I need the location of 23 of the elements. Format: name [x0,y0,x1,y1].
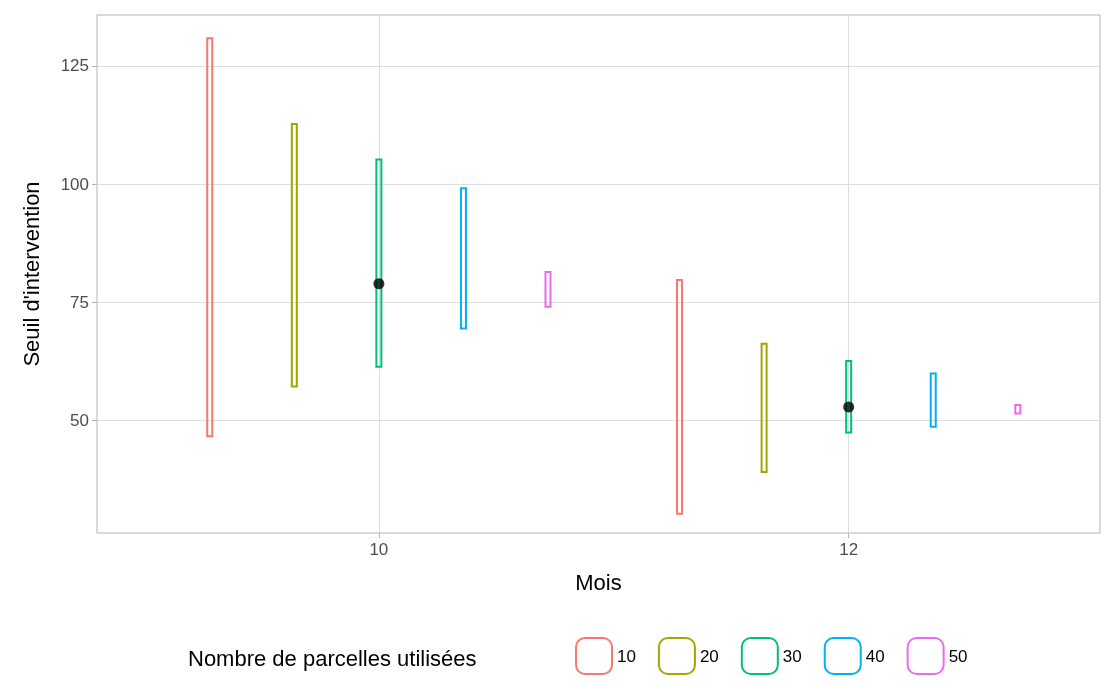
legend-title: Nombre de parcelles utilisées [188,645,477,671]
x-axis-title: Mois [575,569,622,595]
bar [290,123,298,388]
x-tick-label: 12 [839,540,859,559]
bar [459,187,467,330]
y-tick-label: 100 [60,174,89,194]
bar [845,360,853,434]
bar [676,278,684,515]
legend-label: 20 [699,646,719,666]
y-axis-title: Seuil d'intervention [18,181,44,367]
bar [929,372,937,428]
legend-label: 30 [782,646,802,666]
y-tick-label: 50 [70,410,89,430]
y-tick-label: 125 [60,56,89,76]
legend-label: 10 [617,646,636,666]
bar [1014,404,1022,415]
bar [206,37,214,438]
y-tick-label: 75 [70,292,89,312]
legend-label: 50 [948,646,968,666]
bar [375,158,383,368]
legend-label: 40 [865,646,885,666]
bar [760,342,768,474]
bar [544,270,552,308]
